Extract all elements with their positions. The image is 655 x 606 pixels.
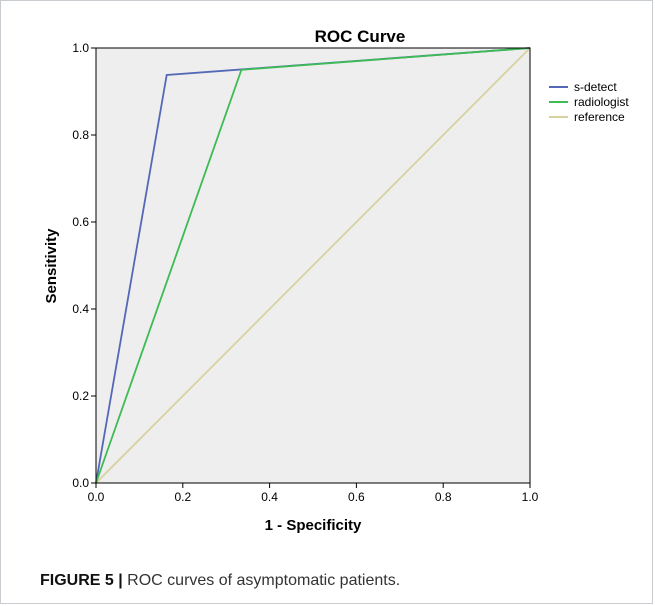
- chart-title: ROC Curve: [315, 27, 406, 46]
- x-tick-label: 0.4: [261, 490, 278, 504]
- legend-label-s-detect: s-detect: [574, 80, 617, 94]
- x-tick-label: 0.0: [88, 490, 105, 504]
- y-tick-label: 0.8: [72, 128, 89, 142]
- figure-label: FIGURE 5 |: [40, 572, 123, 589]
- legend-label-reference: reference: [574, 110, 625, 124]
- figure-caption-text: ROC curves of asymptomatic patients.: [127, 572, 401, 589]
- series-line-radiologist: [95, 47, 531, 484]
- y-tick-label: 0.2: [72, 389, 89, 403]
- roc-chart: 0.0 0.2 0.4 0.6 0.8 1.0 0.0 0.2 0.4 0.6 0.8 1.0 ROC…: [43, 27, 629, 534]
- x-tick-label: 0.2: [174, 490, 191, 504]
- figure-caption: FIGURE 5 | ROC curves of asymptomatic pa…: [40, 572, 400, 590]
- y-tick-label: 1.0: [72, 41, 89, 55]
- x-tick-label: 1.0: [522, 490, 539, 504]
- x-axis-label: 1 - Specificity: [265, 517, 362, 534]
- y-axis-label: Sensitivity: [43, 228, 60, 304]
- legend-label-radiologist: radiologist: [574, 95, 629, 109]
- plot-border: [95, 47, 531, 484]
- y-tick-label: 0.4: [72, 302, 89, 316]
- axes-layer: 0.0 0.2 0.4 0.6 0.8 1.0 0.0 0.2 0.4 0.6 0.8 1.0: [72, 41, 538, 504]
- y-tick-label: 0.0: [72, 476, 89, 490]
- y-tick-label: 0.6: [72, 215, 89, 229]
- series-line-reference: [95, 47, 531, 484]
- series-layer: [95, 47, 531, 484]
- x-tick-label: 0.6: [348, 490, 365, 504]
- reference-layer: [95, 47, 531, 484]
- x-tick-label: 0.8: [435, 490, 452, 504]
